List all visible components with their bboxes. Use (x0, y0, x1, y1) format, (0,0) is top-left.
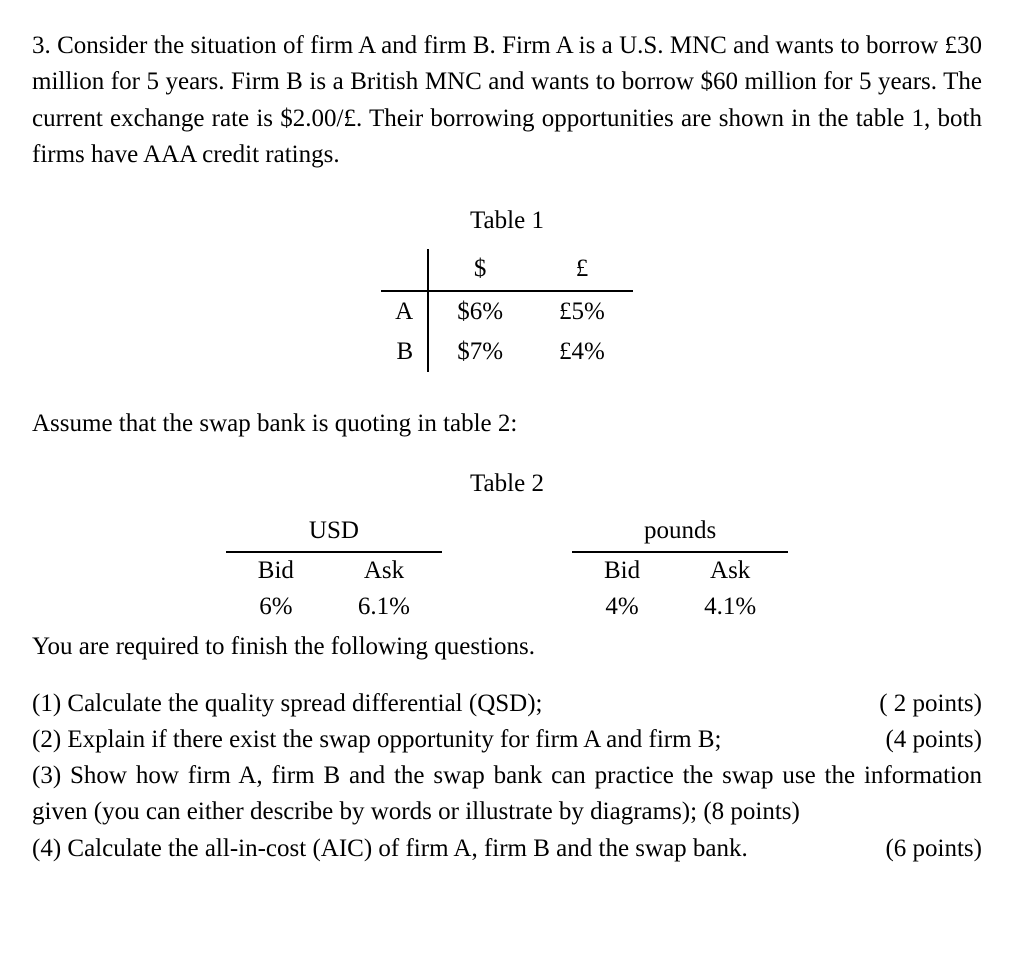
pounds-ask-label: Ask (672, 552, 788, 589)
table2-caption: Table 2 (32, 466, 982, 502)
table1-caption: Table 1 (32, 203, 982, 239)
question-3: (3) Show how firm A, firm B and the swap… (32, 758, 982, 831)
pounds-ask-value: 4.1% (672, 589, 788, 625)
subtext-1: Assume that the swap bank is quoting in … (32, 406, 982, 442)
questions-block: (1) Calculate the quality spread differe… (32, 686, 982, 867)
subtext-2: You are required to finish the following… (32, 629, 982, 665)
intro-paragraph: 3. Consider the situation of firm A and … (32, 28, 982, 173)
pounds-header: pounds (572, 513, 788, 552)
usd-bid-label: Bid (226, 552, 326, 589)
q2-points: (4 points) (885, 722, 982, 758)
table-row: A $6% £5% (381, 291, 633, 332)
row-a-label: A (381, 291, 428, 332)
q2-text: (2) Explain if there exist the swap oppo… (32, 722, 721, 758)
row-b-label: B (381, 332, 428, 372)
row-a-usd: $6% (428, 291, 531, 332)
pounds-bid-label: Bid (572, 552, 672, 589)
usd-ask-label: Ask (326, 552, 442, 589)
table1: $ £ A $6% £5% B $7% £4% (381, 249, 633, 372)
table2-pounds: pounds Bid Ask 4% 4.1% (572, 513, 788, 626)
table1-corner (381, 249, 428, 290)
table1-col-gbp: £ (531, 249, 633, 290)
q4-text: (4) Calculate the all-in-cost (AIC) of f… (32, 831, 748, 867)
q1-points: ( 2 points) (879, 686, 982, 722)
row-b-usd: $7% (428, 332, 531, 372)
row-b-gbp: £4% (531, 332, 633, 372)
usd-header: USD (226, 513, 442, 552)
question-2: (2) Explain if there exist the swap oppo… (32, 722, 982, 758)
question-4: (4) Calculate the all-in-cost (AIC) of f… (32, 831, 982, 867)
question-1: (1) Calculate the quality spread differe… (32, 686, 982, 722)
table2: USD Bid Ask 6% 6.1% pounds Bid Ask 4% 4.… (32, 513, 982, 626)
row-a-gbp: £5% (531, 291, 633, 332)
pounds-bid-value: 4% (572, 589, 672, 625)
q1-text: (1) Calculate the quality spread differe… (32, 686, 542, 722)
table-row: B $7% £4% (381, 332, 633, 372)
usd-bid-value: 6% (226, 589, 326, 625)
table1-col-usd: $ (428, 249, 531, 290)
table2-usd: USD Bid Ask 6% 6.1% (226, 513, 442, 626)
q4-points: (6 points) (885, 831, 982, 867)
usd-ask-value: 6.1% (326, 589, 442, 625)
